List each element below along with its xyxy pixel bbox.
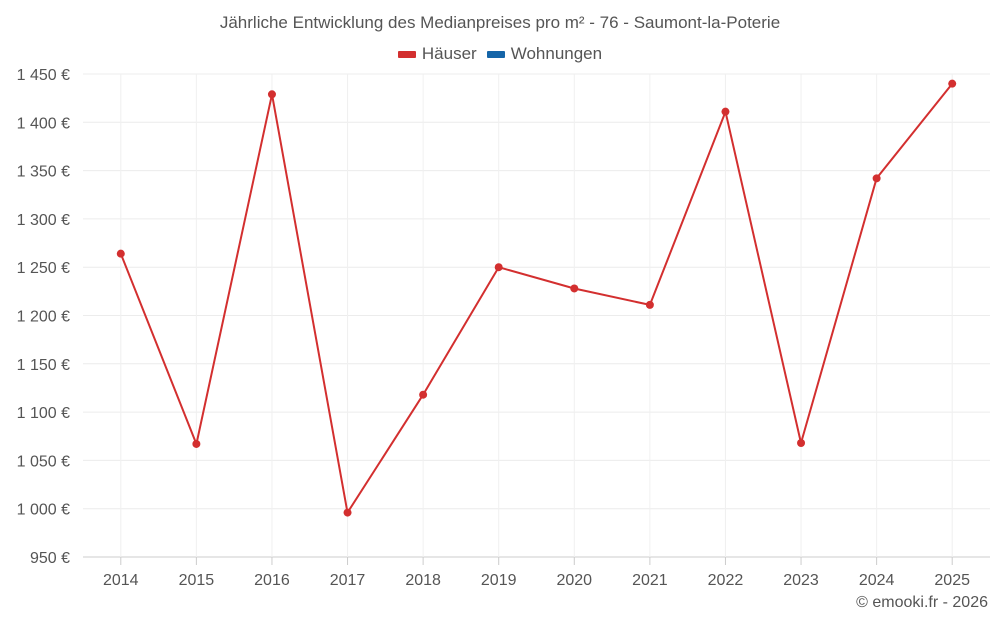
x-tick-label: 2022: [708, 572, 744, 589]
series-line-0: [119, 83, 953, 514]
data-point: [570, 284, 579, 293]
y-tick-label: 1 350 €: [17, 164, 70, 181]
data-point: [721, 107, 730, 116]
y-tick-label: 1 000 €: [17, 502, 70, 519]
data-point: [494, 263, 503, 272]
data-point: [948, 79, 957, 88]
y-tick-label: 950 €: [30, 550, 70, 567]
y-tick-label: 1 400 €: [17, 115, 70, 132]
legend: Häuser Wohnungen: [0, 44, 1000, 64]
data-point: [797, 439, 806, 448]
x-tick-label: 2015: [179, 572, 215, 589]
x-tick-label: 2025: [934, 572, 970, 589]
y-tick-label: 1 150 €: [17, 357, 70, 374]
data-point: [192, 439, 201, 448]
legend-swatch-wohnungen: [486, 50, 505, 58]
legend-swatch-haeuser: [397, 50, 416, 58]
legend-item-wohnungen[interactable]: Wohnungen: [486, 44, 603, 64]
data-point: [419, 390, 428, 399]
x-tick-label: 2020: [556, 572, 592, 589]
legend-label-wohnungen: Wohnungen: [510, 44, 603, 63]
x-tick-label: 2017: [330, 572, 366, 589]
data-point: [116, 249, 125, 258]
x-tick-label: 2014: [103, 572, 139, 589]
x-tick-label: 2024: [859, 572, 895, 589]
data-point: [645, 300, 654, 309]
x-tick-label: 2021: [632, 572, 668, 589]
x-tick-label: 2018: [405, 572, 441, 589]
y-tick-label: 1 300 €: [17, 212, 70, 229]
y-tick-label: 1 050 €: [17, 453, 70, 470]
y-tick-label: 1 200 €: [17, 309, 70, 326]
y-tick-label: 1 450 €: [17, 67, 70, 84]
legend-item-haeuser[interactable]: Häuser: [397, 44, 477, 64]
chart-title: Jährliche Entwicklung des Medianpreises …: [219, 13, 781, 32]
x-tick-label: 2023: [783, 572, 819, 589]
legend-label-haeuser: Häuser: [421, 44, 477, 63]
y-tick-label: 1 250 €: [17, 260, 70, 277]
y-tick-label: 1 100 €: [17, 405, 70, 422]
data-point: [872, 174, 881, 183]
x-tick-label: 2016: [254, 572, 290, 589]
x-tick-label: 2019: [481, 572, 517, 589]
credit-text: © emooki.fr - 2026: [856, 594, 988, 611]
data-point: [343, 508, 352, 517]
data-point: [267, 90, 276, 99]
